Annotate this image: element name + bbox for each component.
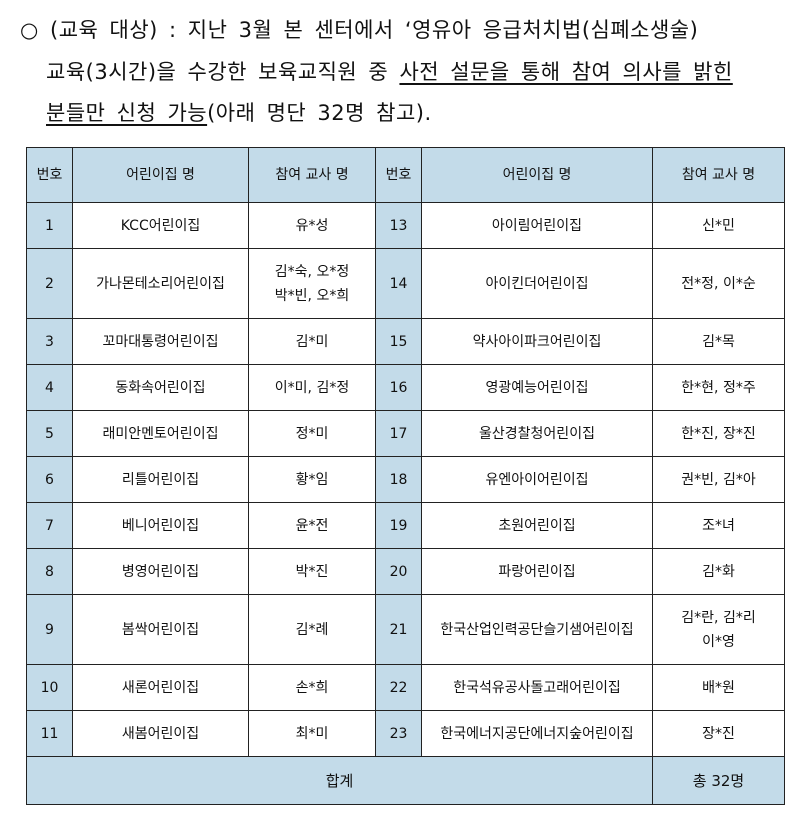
total-label: 합계 [26,756,653,805]
intro-line-2: 교육(3시간)을 수강한 보육교직원 중 사전 설문을 통해 참여 의사를 밝힌 [46,56,733,86]
row-number: 17 [375,410,422,457]
teacher-names: 유*성 [248,202,376,249]
teacher-names: 박*진 [248,548,376,595]
table-row: 11 새봄어린이집 최*미 23 한국에너지공단에너지숲어린이집 장*진 [26,710,785,757]
center-name: 동화속어린이집 [72,364,249,411]
table-row: 4 동화속어린이집 이*미, 김*정 16 영광예능어린이집 한*현, 정*주 [26,364,785,411]
teacher-names: 신*민 [652,202,785,249]
table-row: 1 KCC어린이집 유*성 13 아이림어린이집 신*민 [26,202,785,249]
teacher-names: 황*임 [248,456,376,503]
header-center: 어린이집 명 [72,147,249,203]
teacher-names: 윤*전 [248,502,376,549]
center-name: 꼬마대통령어린이집 [72,318,249,365]
center-name: 새봄어린이집 [72,710,249,757]
center-name: 한국석유공사돌고래어린이집 [421,664,653,711]
table-row: 7 베니어린이집 윤*전 19 초원어린이집 조*녀 [26,502,785,549]
center-name: 새론어린이집 [72,664,249,711]
teacher-names: 김*숙, 오*정 박*빈, 오*희 [248,248,376,319]
center-name: 래미안멘토어린이집 [72,410,249,457]
center-name: 울산경찰청어린이집 [421,410,653,457]
table-row: 6 리틀어린이집 황*임 18 유엔아이어린이집 권*빈, 김*아 [26,456,785,503]
teacher-names: 김*화 [652,548,785,595]
center-name: 아이킨더어린이집 [421,248,653,319]
row-number: 22 [375,664,422,711]
teacher-names: 권*빈, 김*아 [652,456,785,503]
center-name: 가나몬테소리어린이집 [72,248,249,319]
teacher-names: 이*미, 김*정 [248,364,376,411]
row-number: 16 [375,364,422,411]
total-row: 합계 총 32명 [26,756,785,805]
teacher-names: 전*정, 이*순 [652,248,785,319]
intro-text-2a: 교육(3시간)을 수강한 보육교직원 중 [46,60,400,84]
center-name: 유엔아이어린이집 [421,456,653,503]
center-name: 한국에너지공단에너지숲어린이집 [421,710,653,757]
row-number: 21 [375,594,422,665]
table-header-row: 번호 어린이집 명 참여 교사 명 번호 어린이집 명 참여 교사 명 [26,147,785,203]
table-row: 5 래미안멘토어린이집 정*미 17 울산경찰청어린이집 한*진, 장*진 [26,410,785,457]
center-name: 봄싹어린이집 [72,594,249,665]
center-name: 영광예능어린이집 [421,364,653,411]
table-row: 9 봄싹어린이집 김*례 21 한국산업인력공단슬기샘어린이집 김*란, 김*리 이*영 [26,594,785,665]
center-name: 아이림어린이집 [421,202,653,249]
teacher-names: 정*미 [248,410,376,457]
center-name: 베니어린이집 [72,502,249,549]
row-number: 14 [375,248,422,319]
center-name: 초원어린이집 [421,502,653,549]
row-number: 3 [26,318,73,365]
center-name: 파랑어린이집 [421,548,653,595]
row-number: 8 [26,548,73,595]
header-num-2: 번호 [375,147,422,203]
table-row: 3 꼬마대통령어린이집 김*미 15 약사아이파크어린이집 김*목 [26,318,785,365]
header-teachers: 참여 교사 명 [248,147,376,203]
row-number: 1 [26,202,73,249]
center-name: KCC어린이집 [72,202,249,249]
intro-line-1: ○ (교육 대상) : 지난 3월 본 센터에서 ‘영유아 응급처치법(심폐소생… [20,14,698,44]
row-number: 5 [26,410,73,457]
row-number: 10 [26,664,73,711]
intro-text-3-underlined: 분들만 신청 가능 [46,101,208,125]
teacher-names: 김*례 [248,594,376,665]
row-number: 18 [375,456,422,503]
participant-table: 번호 어린이집 명 참여 교사 명 번호 어린이집 명 참여 교사 명 1 KCC… [26,147,785,805]
center-name: 한국산업인력공단슬기샘어린이집 [421,594,653,665]
teacher-names: 한*현, 정*주 [652,364,785,411]
row-number: 9 [26,594,73,665]
intro-text-3b: (아래 명단 32명 참고). [207,101,432,125]
row-number: 4 [26,364,73,411]
teacher-names: 장*진 [652,710,785,757]
row-number: 6 [26,456,73,503]
row-number: 2 [26,248,73,319]
row-number: 20 [375,548,422,595]
table-row: 10 새론어린이집 손*희 22 한국석유공사돌고래어린이집 배*원 [26,664,785,711]
header-num: 번호 [26,147,73,203]
center-name: 약사아이파크어린이집 [421,318,653,365]
row-number: 19 [375,502,422,549]
table-row: 8 병영어린이집 박*진 20 파랑어린이집 김*화 [26,548,785,595]
teacher-names: 손*희 [248,664,376,711]
teacher-names: 배*원 [652,664,785,711]
row-number: 15 [375,318,422,365]
teacher-names: 최*미 [248,710,376,757]
teacher-names: 김*란, 김*리 이*영 [652,594,785,665]
row-number: 7 [26,502,73,549]
teacher-names: 김*목 [652,318,785,365]
row-number: 23 [375,710,422,757]
bullet-circle-icon: ○ [20,18,39,42]
header-teachers-2: 참여 교사 명 [652,147,785,203]
center-name: 리틀어린이집 [72,456,249,503]
intro-text-2-underlined: 사전 설문을 통해 참여 의사를 밝힌 [399,60,733,84]
row-number: 11 [26,710,73,757]
teacher-names: 조*녀 [652,502,785,549]
intro-line-3: 분들만 신청 가능(아래 명단 32명 참고). [46,97,432,127]
row-number: 13 [375,202,422,249]
center-name: 병영어린이집 [72,548,249,595]
teacher-names: 한*진, 장*진 [652,410,785,457]
total-value: 총 32명 [652,756,785,805]
intro-text-1: (교육 대상) : 지난 3월 본 센터에서 ‘영유아 응급처치법(심폐소생술) [50,18,699,42]
header-center-2: 어린이집 명 [421,147,653,203]
table-row: 2 가나몬테소리어린이집 김*숙, 오*정 박*빈, 오*희 14 아이킨더어린이집 전*정… [26,248,785,319]
teacher-names: 김*미 [248,318,376,365]
